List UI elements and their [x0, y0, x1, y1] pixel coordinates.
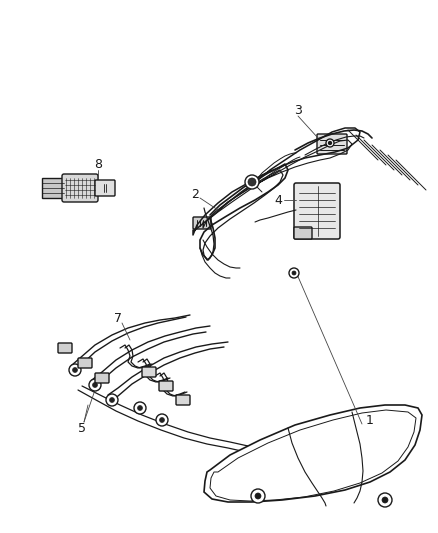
Text: 4: 4 [274, 193, 282, 206]
Circle shape [382, 497, 388, 503]
Text: 3: 3 [294, 103, 302, 117]
Text: 8: 8 [94, 158, 102, 172]
FancyBboxPatch shape [294, 227, 312, 239]
FancyBboxPatch shape [317, 134, 347, 154]
Circle shape [326, 139, 334, 147]
Circle shape [110, 398, 114, 402]
FancyBboxPatch shape [62, 174, 98, 202]
Circle shape [138, 406, 142, 410]
Circle shape [328, 141, 332, 144]
FancyBboxPatch shape [294, 183, 340, 239]
Circle shape [73, 367, 78, 373]
Circle shape [92, 383, 98, 387]
FancyBboxPatch shape [95, 373, 109, 383]
FancyBboxPatch shape [78, 358, 92, 368]
FancyBboxPatch shape [142, 367, 156, 377]
FancyBboxPatch shape [176, 395, 190, 405]
Polygon shape [204, 405, 422, 502]
Circle shape [289, 268, 299, 278]
Circle shape [255, 493, 261, 499]
FancyBboxPatch shape [42, 178, 64, 198]
Text: 7: 7 [114, 311, 122, 325]
Circle shape [248, 178, 256, 186]
Circle shape [245, 175, 259, 189]
FancyBboxPatch shape [58, 343, 72, 353]
Circle shape [251, 489, 265, 503]
FancyBboxPatch shape [193, 217, 211, 229]
FancyBboxPatch shape [95, 180, 115, 196]
Circle shape [134, 402, 146, 414]
Text: 1: 1 [366, 414, 374, 426]
FancyBboxPatch shape [159, 381, 173, 391]
Circle shape [89, 379, 101, 391]
Text: 5: 5 [78, 422, 86, 434]
Circle shape [292, 271, 296, 275]
Circle shape [159, 417, 165, 423]
Circle shape [156, 414, 168, 426]
Circle shape [378, 493, 392, 507]
Circle shape [106, 394, 118, 406]
Circle shape [69, 364, 81, 376]
Text: 2: 2 [191, 189, 199, 201]
